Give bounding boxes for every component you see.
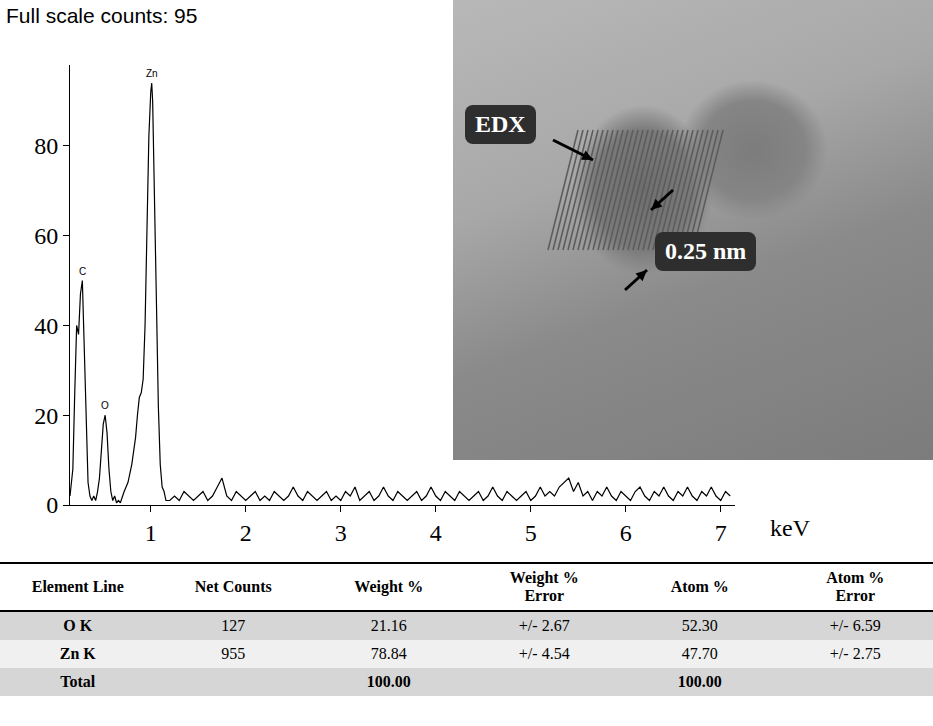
svg-text:0: 0 — [46, 492, 58, 518]
html-text:O K: O K — [63, 617, 93, 634]
html-text:EDX: EDX — [475, 111, 526, 137]
svg-text:keV: keV — [770, 515, 811, 541]
svg-text:1: 1 — [145, 520, 157, 546]
html-text:Total: Total — [60, 673, 96, 690]
svg-text:C: C — [79, 266, 86, 277]
svg-text:20: 20 — [34, 403, 58, 429]
html-text:955: 955 — [221, 645, 246, 662]
html-text:52.30: 52.30 — [681, 617, 718, 634]
svg-text:Zn: Zn — [146, 68, 158, 79]
html-text:21.16: 21.16 — [370, 617, 407, 634]
html-text:Weight % Error: Weight % Error — [509, 569, 579, 604]
html-text:Zn K: Zn K — [59, 645, 96, 662]
svg-text:5: 5 — [525, 520, 537, 546]
svg-text:80: 80 — [34, 133, 58, 159]
svg-text:6: 6 — [620, 520, 632, 546]
html-text:Net Counts: Net Counts — [194, 578, 272, 595]
html-text:+/- 6.59: +/- 6.59 — [829, 617, 881, 634]
html-text:127: 127 — [221, 617, 246, 634]
html-text:Element Line: Element Line — [31, 578, 124, 595]
html-text:100.00: 100.00 — [366, 673, 411, 690]
svg-text:40: 40 — [34, 313, 58, 339]
svg-text:4: 4 — [430, 520, 442, 546]
html-text:100.00: 100.00 — [677, 673, 722, 690]
html-text:Weight %: Weight % — [354, 578, 424, 595]
html-text:+/- 4.54: +/- 4.54 — [518, 645, 570, 662]
html-text:78.84: 78.84 — [370, 645, 407, 662]
svg-text:60: 60 — [34, 223, 58, 249]
svg-text:3: 3 — [335, 520, 347, 546]
html-text:+/- 2.67: +/- 2.67 — [518, 617, 570, 634]
html-text:47.70: 47.70 — [681, 645, 718, 662]
svg-text:2: 2 — [240, 520, 252, 546]
svg-text:O: O — [101, 400, 109, 411]
html-text:+/- 2.75: +/- 2.75 — [829, 645, 881, 662]
svg-text:7: 7 — [715, 520, 727, 546]
html-text:Full scale counts: 95: Full scale counts: 95 — [6, 4, 198, 27]
html-text:0.25 nm: 0.25 nm — [665, 238, 747, 264]
html-text:Atom % Error: Atom % Error — [826, 569, 885, 604]
html-text:Atom %: Atom % — [670, 578, 729, 595]
